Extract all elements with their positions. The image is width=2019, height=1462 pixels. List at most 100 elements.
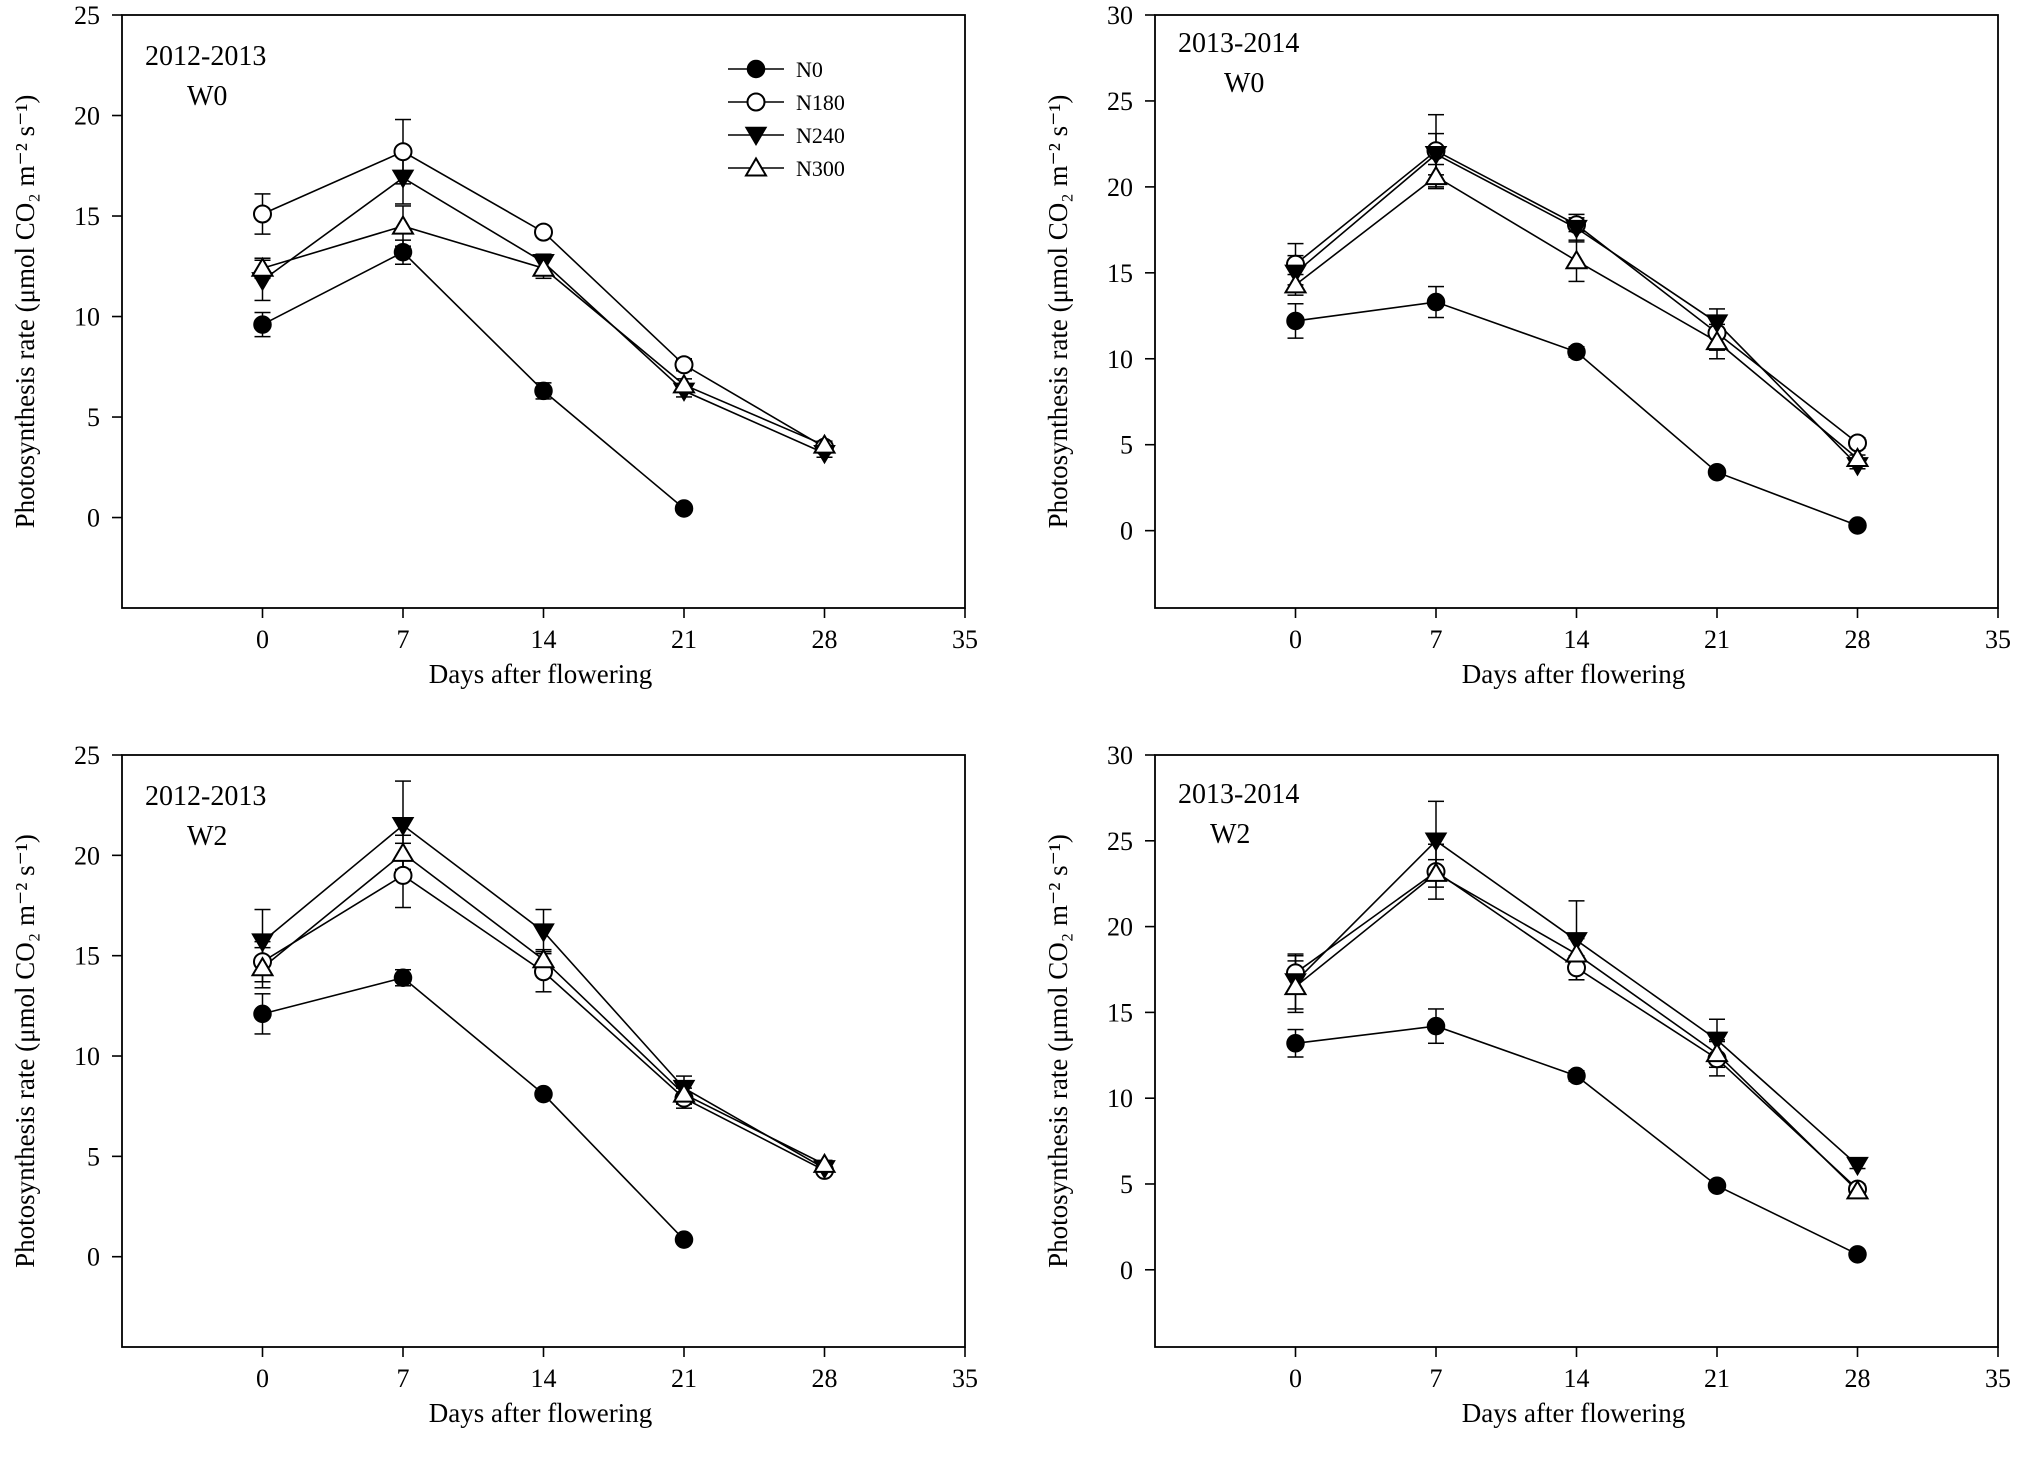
data-point-n300: [250, 256, 275, 277]
data-point-n0: [1707, 1176, 1727, 1195]
data-point-n240: [1705, 314, 1729, 334]
x-tick-label: 7: [1430, 625, 1443, 654]
data-point-n300: [1845, 1179, 1870, 1200]
x-tick-label: 21: [671, 1364, 697, 1393]
data-point-n0: [534, 381, 553, 401]
data-point-n0: [1707, 462, 1727, 482]
data-point-n0: [1567, 342, 1586, 362]
data-point-n300: [672, 373, 696, 394]
data-point-n180: [253, 204, 272, 224]
x-axis-label: Days after flowering: [1462, 659, 1685, 689]
data-point-n240: [391, 169, 415, 189]
plot-frame: [1154, 14, 1999, 609]
y-tick-label: 0: [87, 1243, 100, 1272]
x-tick-label: 0: [1289, 1364, 1302, 1393]
x-tick-label: 35: [952, 625, 978, 654]
chart-panel-4: 0 5 10 15 20 25 30 0 7 14 21 28 35 Days after floweri…: [1043, 741, 2011, 1428]
series-line-n0: [1295, 1025, 1858, 1256]
y-tick-label: 20: [74, 102, 100, 131]
data-point-n180: [534, 222, 553, 242]
y-tick-label: 10: [74, 1042, 100, 1071]
data-point-n0: [1286, 1034, 1305, 1053]
data-point-n240: [1565, 932, 1588, 952]
legend-marker-n300: [744, 156, 768, 177]
x-tick-label: 7: [397, 625, 410, 654]
plot-frame: [121, 754, 966, 1348]
y-tick-label: 5: [87, 403, 100, 432]
legend-marker-n180: [746, 92, 766, 112]
y-tick-label: 15: [74, 942, 100, 971]
x-axis-label: Days after flowering: [429, 1398, 652, 1428]
legend-marker-n240: [744, 126, 768, 146]
data-point-n300: [1845, 446, 1870, 467]
x-tick-label: 21: [1704, 1364, 1730, 1393]
data-point-n240: [532, 923, 555, 943]
data-point-n300: [1283, 975, 1308, 996]
y-tick-label: 10: [1107, 345, 1133, 374]
season-label: 2013-2014: [1178, 779, 1299, 810]
data-point-n300: [812, 433, 837, 454]
data-point-n300: [531, 256, 556, 277]
series-line-n180: [262, 150, 825, 448]
data-point-n300: [531, 948, 556, 969]
data-point-n240: [1565, 219, 1588, 240]
y-tick-label: 5: [87, 1142, 100, 1171]
x-tick-label: 0: [1289, 625, 1302, 654]
x-tick-label: 0: [256, 1364, 269, 1393]
y-tick-label: 10: [1107, 1084, 1133, 1113]
treatment-label: W0: [1224, 68, 1264, 99]
data-point-n300: [672, 1082, 696, 1103]
data-point-n240: [251, 933, 274, 953]
series-line-n180: [1294, 149, 1858, 444]
x-tick-label: 14: [1564, 1364, 1590, 1393]
x-tick-label: 14: [531, 1364, 557, 1393]
data-point-n0: [674, 1230, 694, 1249]
y-tick-label: 15: [1107, 998, 1133, 1027]
y-tick-label: 10: [74, 303, 100, 332]
data-point-n0: [253, 315, 272, 334]
y-tick-label: 0: [1120, 1256, 1133, 1285]
data-point-n300: [1564, 249, 1589, 270]
legend-label-n0: N0: [796, 57, 823, 82]
data-point-n300: [1705, 330, 1729, 351]
data-point-n240: [1846, 1156, 1869, 1177]
y-tick-label: 25: [74, 741, 100, 770]
legend-label-n180: N180: [796, 90, 845, 115]
x-tick-label: 28: [812, 625, 838, 654]
series-line-n0: [262, 251, 685, 510]
y-tick-label: 20: [74, 841, 100, 870]
legend-label-n240: N240: [796, 123, 845, 148]
series-line-n240: [1294, 839, 1859, 1166]
chart-panel-3: 0 5 10 15 20 25 0 7 14 21 28 35 Days after flowering…: [10, 741, 978, 1428]
x-tick-label: 35: [952, 1364, 978, 1393]
data-point-n240: [1424, 832, 1448, 852]
data-point-n300: [1705, 1042, 1729, 1063]
x-tick-label: 0: [256, 625, 269, 654]
data-point-n0: [1286, 311, 1305, 331]
y-tick-label: 25: [74, 1, 100, 30]
data-point-n300: [250, 956, 275, 977]
data-point-n240: [391, 816, 415, 837]
treatment-label: W2: [187, 821, 227, 852]
y-axis-label: Photosynthesis rate (μmol CO₂ m⁻² s⁻¹): [10, 834, 40, 1268]
y-axis-label: Photosynthesis rate (μmol CO₂ m⁻² s⁻¹): [10, 95, 40, 529]
plot-frame: [1154, 754, 1999, 1348]
data-point-n300: [1424, 165, 1448, 186]
x-tick-label: 28: [1845, 625, 1871, 654]
x-tick-label: 21: [671, 625, 697, 654]
data-point-n300: [1283, 273, 1308, 294]
data-point-n0: [253, 1004, 272, 1024]
x-tick-label: 7: [1430, 1364, 1443, 1393]
legend-label-n300: N300: [796, 156, 845, 181]
data-point-n240: [1424, 145, 1448, 166]
x-tick-label: 21: [1704, 625, 1730, 654]
series-line-n0: [1295, 301, 1858, 527]
x-tick-label: 28: [812, 1364, 838, 1393]
data-point-n0: [393, 242, 413, 262]
data-point-n0: [1567, 1066, 1586, 1086]
data-point-n300: [391, 841, 415, 862]
data-point-n180: [393, 142, 413, 162]
chart-panel-2: 0 5 10 15 20 25 30 0 7 14 21 28 35 Days after floweri…: [1043, 1, 2011, 689]
x-axis-label: Days after flowering: [429, 659, 652, 689]
x-tick-label: 28: [1845, 1364, 1871, 1393]
